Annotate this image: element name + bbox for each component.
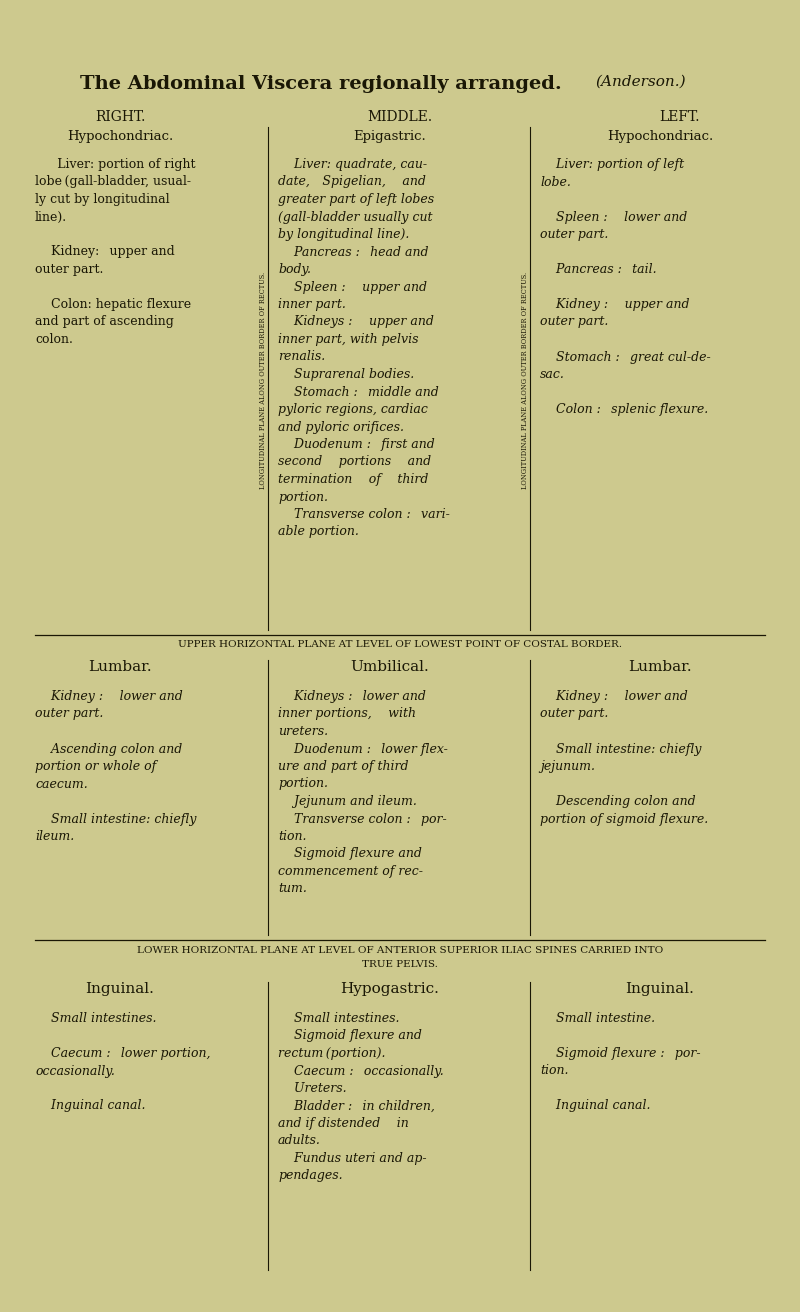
Text: TRUE PELVIS.: TRUE PELVIS. bbox=[362, 960, 438, 970]
Text: Hypochondriac.: Hypochondriac. bbox=[67, 130, 173, 143]
Text: (Anderson.): (Anderson.) bbox=[595, 75, 686, 89]
Text: LONGITUDINAL PLANE ALONG OUTER BORDER OF RECTUS.: LONGITUDINAL PLANE ALONG OUTER BORDER OF… bbox=[259, 272, 267, 488]
Text: Kidneys :  lower and
inner portions,  with
ureters.
    Duodenum :  lower flex-
: Kidneys : lower and inner portions, with… bbox=[278, 690, 448, 896]
Text: Kidney :  lower and
outer part.

    Small intestine: chiefly
jejunum.

    Desc: Kidney : lower and outer part. Small int… bbox=[540, 690, 708, 825]
Text: Lumbar.: Lumbar. bbox=[628, 660, 692, 674]
Text: Inguinal.: Inguinal. bbox=[86, 981, 154, 996]
Text: LONGITUDINAL PLANE ALONG OUTER BORDER OF RECTUS.: LONGITUDINAL PLANE ALONG OUTER BORDER OF… bbox=[521, 272, 529, 488]
Text: Liver: portion of right
lobe (gall-bladder, usual-
ly cut by longitudinal
line).: Liver: portion of right lobe (gall-bladd… bbox=[35, 157, 195, 346]
Text: Lumbar.: Lumbar. bbox=[88, 660, 152, 674]
Text: Kidney :  lower and
outer part.

    Ascending colon and
portion or whole of
cae: Kidney : lower and outer part. Ascending… bbox=[35, 690, 197, 844]
Text: Umbilical.: Umbilical. bbox=[350, 660, 430, 674]
Text: The Abdominal Viscera regionally arranged.: The Abdominal Viscera regionally arrange… bbox=[80, 75, 562, 93]
Text: RIGHT.: RIGHT. bbox=[95, 110, 145, 125]
Text: Hypogastric.: Hypogastric. bbox=[341, 981, 439, 996]
Text: LOWER HORIZONTAL PLANE AT LEVEL OF ANTERIOR SUPERIOR ILIAC SPINES CARRIED INTO: LOWER HORIZONTAL PLANE AT LEVEL OF ANTER… bbox=[137, 946, 663, 955]
Text: LEFT.: LEFT. bbox=[660, 110, 700, 125]
Text: Small intestines.
    Sigmoid flexure and
rectum (portion).
    Caecum :  occasi: Small intestines. Sigmoid flexure and re… bbox=[278, 1012, 444, 1182]
Text: Small intestines.

    Caecum :  lower portion,
occasionally.

    Inguinal cana: Small intestines. Caecum : lower portion… bbox=[35, 1012, 210, 1113]
Text: Epigastric.: Epigastric. bbox=[354, 130, 426, 143]
Text: UPPER HORIZONTAL PLANE AT LEVEL OF LOWEST POINT OF COSTAL BORDER.: UPPER HORIZONTAL PLANE AT LEVEL OF LOWES… bbox=[178, 640, 622, 649]
Text: MIDDLE.: MIDDLE. bbox=[367, 110, 433, 125]
Text: Inguinal.: Inguinal. bbox=[626, 981, 694, 996]
Text: Liver: portion of left
lobe.

    Spleen :  lower and
outer part.

    Pancreas : Liver: portion of left lobe. Spleen : lo… bbox=[540, 157, 710, 416]
Text: Hypochondriac.: Hypochondriac. bbox=[607, 130, 713, 143]
Text: Small intestine.

    Sigmoid flexure :  por-
tion.

    Inguinal canal.: Small intestine. Sigmoid flexure : por- … bbox=[540, 1012, 701, 1113]
Text: Liver: quadrate, cau-
date, Spigelian,  and
greater part of left lobes
(gall-bla: Liver: quadrate, cau- date, Spigelian, a… bbox=[278, 157, 450, 538]
